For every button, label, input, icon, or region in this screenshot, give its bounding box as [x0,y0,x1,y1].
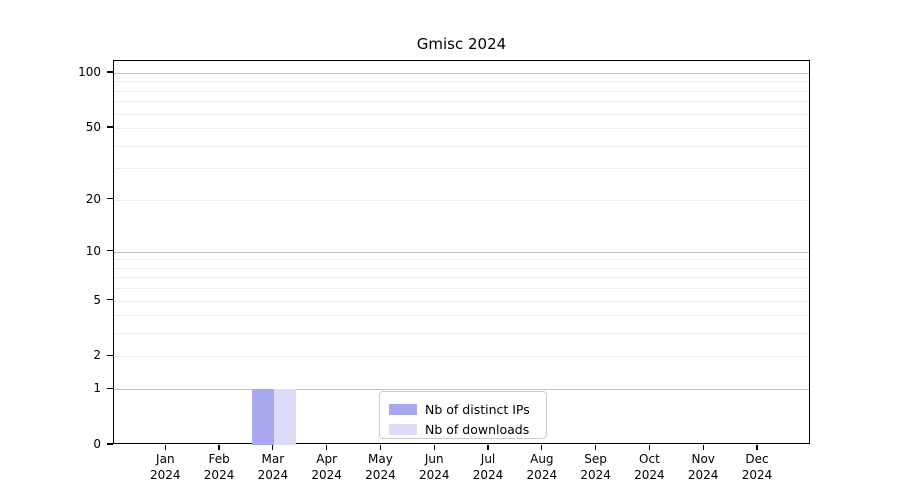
y-tick-label: 100 [78,65,101,79]
y-tick-mark [107,354,113,357]
minor-gridline [114,101,809,103]
legend-label-downloads: Nb of downloads [425,421,530,437]
minor-gridline [114,259,809,261]
x-tick-mark [595,445,597,450]
minor-gridline [114,300,809,302]
x-tick-mark [756,445,758,450]
x-tick-label: Nov 2024 [687,452,719,482]
x-tick-mark [433,445,435,450]
y-tick-mark [107,298,113,301]
y-tick-mark [107,71,113,73]
minor-gridline [114,90,809,92]
bar-mar-1 [273,389,296,445]
y-tick-label: 5 [93,292,101,307]
y-tick-label: 10 [85,243,101,258]
x-tick-mark [702,445,704,450]
minor-gridline [114,145,809,147]
minor-gridline [114,356,809,358]
legend-swatch-distinct-ips [389,403,417,415]
legend: Nb of distinct IPs Nb of downloads [379,391,547,439]
x-tick-label: Apr 2024 [311,452,342,482]
y-tick-label: 0 [93,437,101,451]
chart-title: Gmisc 2024 [416,35,507,53]
x-tick-label: Aug 2024 [526,452,558,482]
x-tick-mark [487,445,489,450]
minor-gridline [114,315,809,317]
x-tick-mark [379,445,382,450]
x-tick-label: Sep 2024 [580,452,611,482]
bar-mar-0 [251,389,274,445]
x-tick-label: Jun 2024 [418,452,450,482]
minor-gridline [114,267,809,269]
x-tick-mark [164,445,166,450]
x-tick-mark [272,445,274,450]
x-tick-mark [218,445,220,450]
minor-gridline [114,128,809,130]
y-tick-mark [107,387,113,389]
minor-gridline [114,81,809,83]
y-tick-mark [107,250,113,252]
minor-gridline [114,199,809,201]
minor-gridline [114,288,809,290]
y-tick-mark [107,443,113,445]
minor-gridline [114,333,809,335]
y-tick-label: 2 [93,348,101,363]
x-tick-label: Feb 2024 [203,452,235,482]
minor-gridline [114,168,809,170]
x-tick-mark [326,445,328,450]
major-gridline [114,251,809,253]
y-tick-label: 20 [85,191,101,206]
y-tick-label: 1 [93,381,101,396]
major-gridline [114,389,809,391]
x-tick-mark [648,445,650,450]
y-tick-mark [107,126,113,128]
legend-row-distinct-ips: Nb of distinct IPs [389,399,537,419]
legend-label-distinct-ips: Nb of distinct IPs [425,401,530,417]
x-tick-label: Oct 2024 [634,452,665,482]
y-tick-label: 50 [85,120,101,135]
x-tick-label: Jul 2024 [472,452,504,482]
major-gridline [114,73,809,74]
plot-area: Nb of distinct IPs Nb of downloads [113,60,810,445]
x-tick-mark [541,445,543,450]
y-tick-mark [107,197,113,200]
x-tick-label: Dec 2024 [741,452,773,482]
legend-row-downloads: Nb of downloads [389,419,537,439]
x-tick-label: Mar 2024 [257,452,289,482]
x-tick-label: May 2024 [365,452,396,482]
x-tick-label: Jan 2024 [150,452,181,482]
minor-gridline [114,277,809,279]
minor-gridline [114,113,809,115]
legend-swatch-downloads [389,423,417,435]
